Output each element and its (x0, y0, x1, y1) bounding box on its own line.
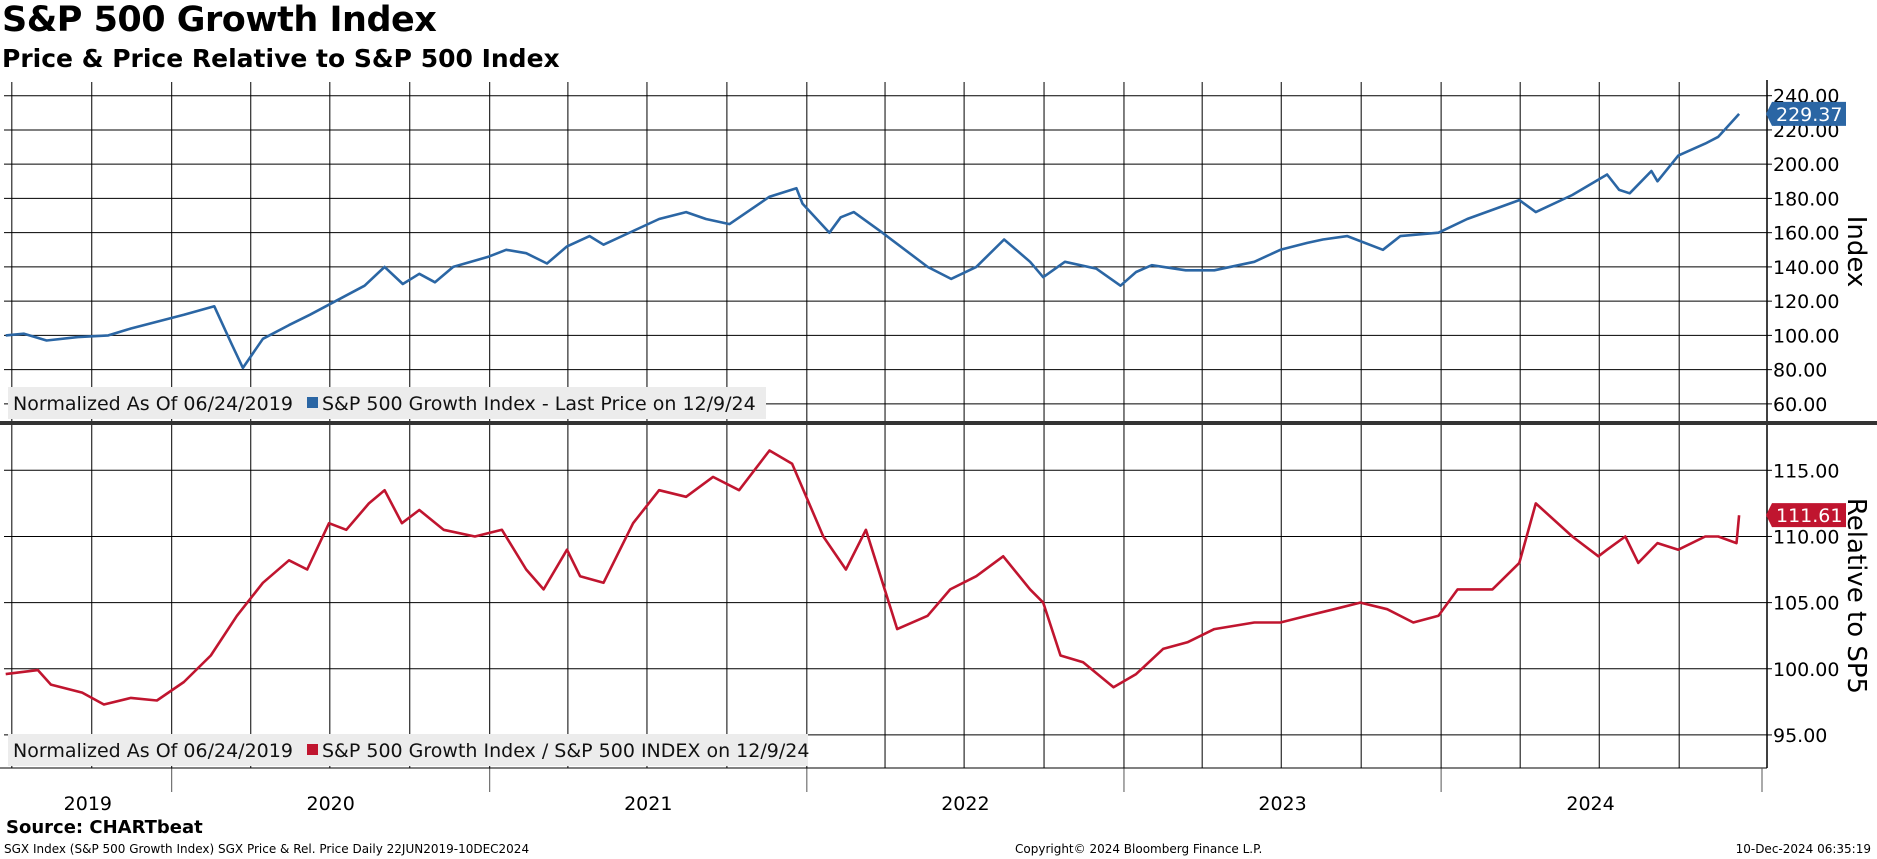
y-tick-label: 60.00 (1773, 394, 1827, 416)
y-tick-label: 105.00 (1773, 593, 1839, 615)
relative-series-line (5, 449, 1741, 706)
legend-box (8, 387, 766, 419)
last-value-label: 229.37 (1776, 104, 1842, 126)
price-series-line (5, 113, 1741, 370)
y-tick-label: 160.00 (1773, 223, 1839, 245)
y-tick-label: 100.00 (1773, 659, 1839, 681)
legend-normalized-label: Normalized As Of 06/24/2019 (13, 393, 293, 415)
y-tick-label: 120.00 (1773, 291, 1839, 313)
chart-subtitle: Price & Price Relative to S&P 500 Index (2, 44, 560, 73)
y-axis-title: Index (1841, 216, 1871, 288)
year-label: 2024 (1566, 793, 1614, 815)
y-axis-title: Relative to SP5 (1841, 498, 1871, 694)
legend-swatch (307, 744, 318, 755)
year-label: 2022 (941, 793, 989, 815)
footer-copyright: Copyright© 2024 Bloomberg Finance L.P. (1015, 842, 1263, 856)
legend-normalized-label: Normalized As Of 06/24/2019 (13, 740, 293, 762)
y-tick-label: 110.00 (1773, 526, 1839, 548)
legend-swatch (307, 397, 318, 408)
year-label: 2021 (624, 793, 672, 815)
legend-series-label: S&P 500 Growth Index - Last Price on 12/… (322, 393, 756, 415)
y-tick-label: 95.00 (1773, 725, 1827, 747)
y-tick-label: 80.00 (1773, 360, 1827, 382)
legend-series-label: S&P 500 Growth Index / S&P 500 INDEX on … (322, 740, 809, 762)
y-tick-label: 115.00 (1773, 460, 1839, 482)
year-label: 2019 (64, 793, 112, 815)
source-note: Source: CHARTbeat (6, 817, 203, 838)
y-tick-label: 180.00 (1773, 188, 1839, 210)
last-value-label: 111.61 (1776, 505, 1842, 527)
chart-title: S&P 500 Growth Index (2, 0, 437, 40)
year-label: 2020 (307, 793, 355, 815)
footer-description: SGX Index (S&P 500 Growth Index) SGX Pri… (4, 842, 530, 856)
year-label: 2023 (1258, 793, 1306, 815)
y-tick-label: 140.00 (1773, 257, 1839, 279)
last-value-tag (1766, 503, 1846, 528)
footer-timestamp: 10-Dec-2024 06:35:19 (1735, 842, 1871, 856)
last-value-tag (1766, 101, 1846, 126)
y-tick-label: 200.00 (1773, 154, 1839, 176)
y-tick-label: 100.00 (1773, 325, 1839, 347)
legend-box (8, 734, 808, 766)
